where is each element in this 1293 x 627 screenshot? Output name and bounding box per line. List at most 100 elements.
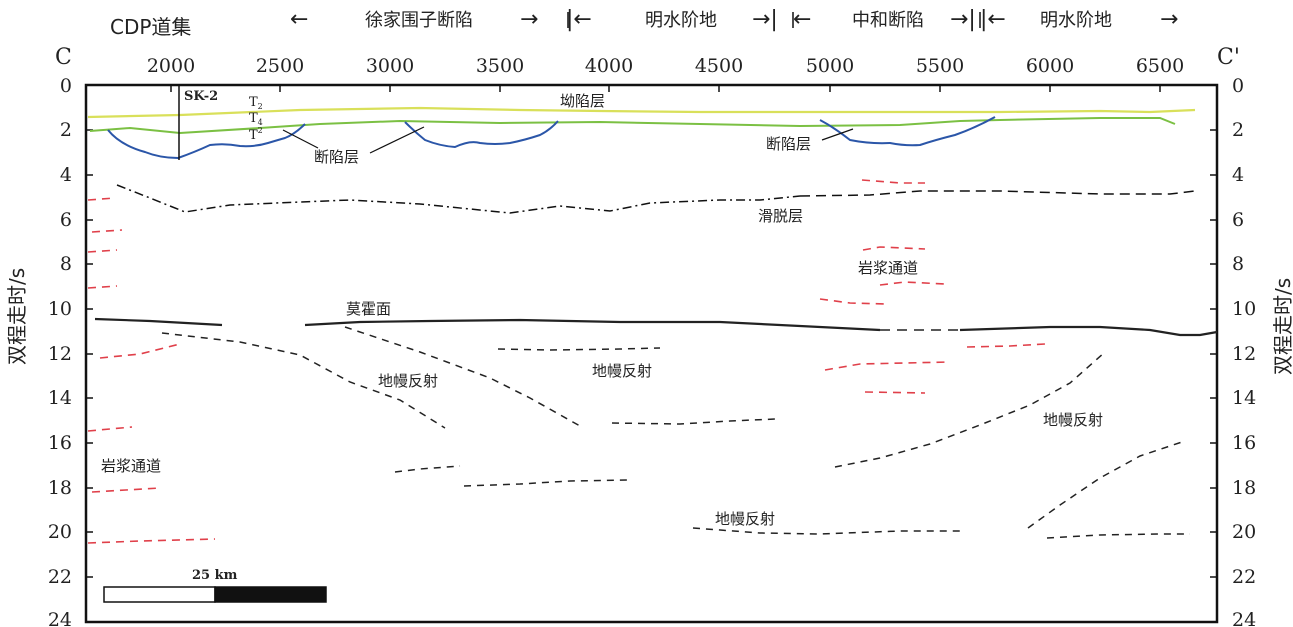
moho-right bbox=[959, 325, 1218, 337]
y-tick-label: 16 bbox=[1232, 432, 1256, 454]
y-axis-title-right: 双程走时/s bbox=[1271, 278, 1293, 375]
mantle-reflector-6 bbox=[463, 479, 631, 487]
basement-right-basin bbox=[819, 116, 996, 147]
x-tick-label: 4000 bbox=[585, 55, 633, 77]
y-tick-label: 10 bbox=[48, 298, 72, 320]
cdp-label: CDP道集 bbox=[110, 15, 191, 39]
y-tick-label: 22 bbox=[1232, 566, 1256, 588]
magma-mark bbox=[87, 249, 118, 253]
mantle-label-2: 地幔反射 bbox=[592, 362, 652, 380]
zone-4-name: 明水阶地 bbox=[1040, 10, 1112, 31]
t2-label: T2 bbox=[249, 95, 263, 111]
y-tick-label: 8 bbox=[60, 253, 72, 275]
moho-main bbox=[304, 318, 881, 332]
magma-mark bbox=[87, 197, 116, 201]
magma-channel-label-left: 岩浆通道 bbox=[101, 457, 161, 475]
x-axis-ticks: 2000 2500 3000 3500 4000 4500 5000 5500 … bbox=[147, 55, 1184, 77]
basement-middle-basin bbox=[404, 120, 559, 149]
magma-mark bbox=[91, 487, 161, 493]
y-axis-ticks-right: 0 2 4 6 8 10 12 14 16 18 20 22 24 bbox=[1232, 75, 1256, 627]
y-tick-label: 10 bbox=[1232, 298, 1256, 320]
y-axis-ticks-left: 0 2 4 6 8 10 12 14 16 18 20 22 24 bbox=[48, 75, 72, 627]
mantle-reflector-4 bbox=[611, 418, 776, 425]
magma-mark bbox=[87, 285, 118, 289]
y-tick-label: 6 bbox=[1232, 209, 1244, 231]
x-tick-label: 6500 bbox=[1136, 55, 1184, 77]
plot-frame bbox=[84, 83, 1219, 624]
magma-mark bbox=[864, 391, 926, 394]
magma-mark bbox=[87, 538, 216, 544]
mantle-reflector-5 bbox=[394, 465, 461, 473]
y-tick-label: 16 bbox=[48, 432, 72, 454]
magma-mark bbox=[91, 229, 123, 233]
t4-horizon bbox=[89, 117, 1176, 135]
t2-sag-horizon bbox=[87, 106, 1196, 119]
t4-label: T4 bbox=[249, 111, 263, 127]
magma-mark bbox=[862, 246, 926, 251]
mantle-label-4: 地幔反射 bbox=[715, 510, 775, 528]
y-tick-label: 20 bbox=[1232, 521, 1256, 543]
y-tick-label: 24 bbox=[1232, 609, 1256, 627]
sk2-well-label: SK-2 bbox=[184, 89, 218, 104]
zone-4-right-arrow: → bbox=[1160, 7, 1178, 32]
rift-leader-c bbox=[821, 128, 854, 141]
magma-mark bbox=[966, 343, 1046, 348]
x-tick-label: 2500 bbox=[256, 55, 304, 77]
y-tick-label: 24 bbox=[48, 609, 72, 627]
detachment-horizon-right bbox=[799, 190, 1196, 197]
magma-mark bbox=[99, 343, 181, 359]
mantle-reflector-7 bbox=[834, 351, 1106, 468]
sag-layer-label: 坳陷层 bbox=[560, 92, 605, 110]
moho-left bbox=[94, 317, 223, 327]
magma-mark bbox=[824, 361, 951, 371]
detachment-horizon bbox=[116, 184, 801, 214]
zone-boundaries bbox=[567, 12, 981, 28]
scale-bar-white-segment bbox=[103, 586, 216, 603]
x-tick-label: 3000 bbox=[366, 55, 414, 77]
y-axis-title-left: 双程走时/s bbox=[5, 268, 29, 365]
mantle-reflector-1 bbox=[161, 332, 446, 429]
scale-bar-black-segment bbox=[214, 586, 327, 603]
rift-layer-label-left: 断陷层 bbox=[314, 148, 359, 166]
mantle-reflector-2 bbox=[344, 326, 581, 427]
zone-1-right-arrow: → bbox=[520, 7, 538, 32]
y-tick-label: 14 bbox=[48, 387, 72, 409]
x-tick-label: 3500 bbox=[476, 55, 524, 77]
end-label-right: C' bbox=[1217, 45, 1240, 70]
y-tick-marks bbox=[86, 129, 1217, 578]
mantle-label-3: 地幔反射 bbox=[1043, 411, 1103, 429]
magma-mark bbox=[861, 179, 925, 184]
moho-label: 莫霍面 bbox=[346, 300, 391, 318]
y-tick-label: 18 bbox=[48, 477, 72, 499]
detachment-label: 滑脱层 bbox=[758, 207, 803, 225]
y-tick-label: 6 bbox=[60, 209, 72, 231]
end-label-left: C bbox=[55, 45, 72, 70]
y-tick-label: 12 bbox=[48, 343, 72, 365]
y-tick-label: 8 bbox=[1232, 253, 1244, 275]
mantle-reflectors bbox=[161, 326, 1190, 539]
magma-mark bbox=[819, 298, 886, 305]
x-tick-marks bbox=[170, 85, 1161, 92]
y-tick-label: 18 bbox=[1232, 477, 1256, 499]
y-tick-label: 2 bbox=[60, 119, 72, 141]
magma-mark bbox=[87, 426, 133, 432]
y-tick-label: 4 bbox=[60, 164, 72, 186]
magma-mark bbox=[879, 281, 946, 286]
rift-layer-label-right: 断陷层 bbox=[766, 135, 811, 153]
y-tick-label: 0 bbox=[60, 75, 72, 97]
scale-bar: 25 km bbox=[103, 568, 327, 603]
magma-channel-label-right: 岩浆通道 bbox=[858, 259, 918, 277]
y-tick-label: 2 bbox=[1232, 119, 1244, 141]
y-tick-label: 20 bbox=[48, 521, 72, 543]
x-tick-label: 6000 bbox=[1026, 55, 1074, 77]
basement-left-basin bbox=[107, 123, 306, 160]
x-tick-label: 5000 bbox=[806, 55, 854, 77]
zone-3-right-arrow: →| bbox=[950, 7, 976, 32]
zone-2-right-arrow: →| bbox=[752, 7, 778, 32]
zone-2-name: 明水阶地 bbox=[645, 10, 717, 31]
zone-4-left-arrow: |← bbox=[980, 7, 1006, 32]
x-tick-label: 4500 bbox=[695, 55, 743, 77]
y-tick-label: 0 bbox=[1232, 75, 1244, 97]
y-tick-label: 22 bbox=[48, 566, 72, 588]
zone-1-left-arrow: ← bbox=[290, 7, 308, 32]
